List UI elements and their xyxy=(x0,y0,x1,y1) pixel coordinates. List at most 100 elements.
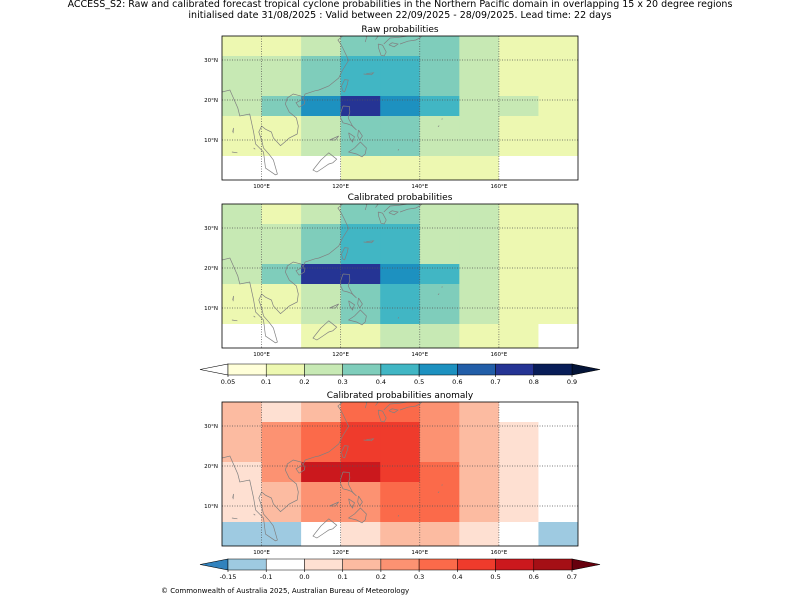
coastline xyxy=(231,517,238,520)
coastline xyxy=(437,125,440,128)
grid-cell xyxy=(538,422,578,443)
grid-cell xyxy=(301,422,342,443)
grid-cell xyxy=(380,156,421,180)
grid-cell xyxy=(380,96,421,117)
grid-cell xyxy=(419,204,460,225)
lon-tick-label: 100°E xyxy=(253,352,270,358)
grid-cell xyxy=(301,56,342,77)
grid-cell xyxy=(459,442,500,463)
coastline xyxy=(348,132,355,143)
grid-cell xyxy=(419,156,460,180)
grid-cell xyxy=(419,136,460,157)
colorbar-tick-label: 0.2 xyxy=(376,573,386,581)
lon-tick-label: 120°E xyxy=(332,550,349,556)
grid-cell xyxy=(340,244,381,265)
map-panel-anomaly: Calibrated probabilities anomaly 100°E 120… xyxy=(204,391,579,556)
colorbar-prob: 0.05 0.1 0.2 0.3 0.4 0.5 0.6 0.7 0.8 0.9 xyxy=(199,363,601,386)
grid-cell xyxy=(340,502,381,523)
grid-cell xyxy=(380,502,421,523)
coastline xyxy=(312,152,338,173)
grid-cell xyxy=(222,96,262,117)
grid-cell xyxy=(261,116,302,137)
grid-cell xyxy=(222,284,262,305)
coastline xyxy=(340,105,357,131)
grid-cell xyxy=(301,224,342,245)
grid-cell xyxy=(419,422,460,443)
grid-cell xyxy=(498,522,539,546)
grid-cell xyxy=(459,482,500,503)
coastline xyxy=(232,127,234,134)
coastline xyxy=(375,36,379,40)
coastline xyxy=(295,465,306,474)
coastline xyxy=(348,300,355,311)
map-area-raw xyxy=(222,36,578,180)
grid-cell xyxy=(340,462,381,483)
grid-cell xyxy=(498,56,539,77)
grid-cell xyxy=(222,136,262,157)
coastline xyxy=(388,408,399,414)
grid-cell xyxy=(261,324,302,348)
grid-cell xyxy=(380,284,421,305)
grid-cell xyxy=(459,284,500,305)
grid-cell xyxy=(261,36,302,57)
grid-cell xyxy=(498,204,539,225)
grid-cell xyxy=(380,204,421,225)
colorbar-segment xyxy=(418,558,458,571)
coastline xyxy=(340,273,357,299)
grid-cell xyxy=(301,442,342,463)
grid-cell xyxy=(301,304,342,325)
title-line-2: initialised date 31/08/2025 : Valid betw… xyxy=(188,9,612,21)
grid-cell xyxy=(459,156,500,180)
grid-cell xyxy=(419,442,460,463)
grid-cell xyxy=(340,96,381,117)
grid-cell xyxy=(301,36,342,57)
title-line-1: ACCESS_S2: Raw and calibrated forecast t… xyxy=(67,0,733,10)
colorbar-segment xyxy=(342,363,382,376)
lon-tick-label: 100°E xyxy=(253,550,270,556)
grid-cell xyxy=(498,442,539,463)
grid-cell xyxy=(498,284,539,305)
grid-cell xyxy=(498,462,539,483)
coastline xyxy=(399,36,423,45)
lat-tick-label: 30°N xyxy=(204,226,218,232)
colorbar-segment xyxy=(380,363,420,376)
colorbar-tick-label: 0.7 xyxy=(490,378,500,386)
coastline xyxy=(377,409,387,423)
lon-tick-label: 100°E xyxy=(253,184,270,190)
colorbar-segment xyxy=(342,558,382,571)
grid-cell xyxy=(380,482,421,503)
grid-cell xyxy=(261,442,302,463)
grid-cell xyxy=(538,136,578,157)
colorbar-over-extension xyxy=(571,558,601,571)
lat-tick-label: 10°N xyxy=(204,138,218,144)
lon-tick-label: 160°E xyxy=(491,550,508,556)
lat-tick-label: 20°N xyxy=(204,464,218,470)
colorbar-segment xyxy=(227,363,267,376)
lat-tick-label: 10°N xyxy=(204,504,218,510)
coastline xyxy=(231,151,238,154)
coastline xyxy=(399,402,423,411)
grid-cell xyxy=(538,116,578,137)
grid-cell xyxy=(498,324,539,348)
grid-cell xyxy=(261,482,302,503)
grid-cell xyxy=(459,264,500,285)
panel-title-anomaly: Calibrated probabilities anomaly xyxy=(327,391,474,401)
grid-cell xyxy=(380,442,421,463)
grid-cell xyxy=(261,56,302,77)
colorbar-under-extension xyxy=(199,363,229,376)
grid-cell xyxy=(498,36,539,57)
grid-cell xyxy=(261,422,302,443)
lon-tick-label: 120°E xyxy=(332,184,349,190)
colorbar-segment xyxy=(418,363,458,376)
grid-cell xyxy=(419,96,460,117)
grid-cell xyxy=(261,224,302,245)
grid-cell xyxy=(498,304,539,325)
coastline xyxy=(347,309,367,326)
grid-cell xyxy=(222,462,262,483)
grid-cell xyxy=(380,522,421,546)
lon-tick-label: 140°E xyxy=(411,550,428,556)
coastline xyxy=(375,204,379,208)
map-frame xyxy=(221,401,579,547)
lon-tick-label: 140°E xyxy=(411,184,428,190)
grid-cell xyxy=(340,224,381,245)
